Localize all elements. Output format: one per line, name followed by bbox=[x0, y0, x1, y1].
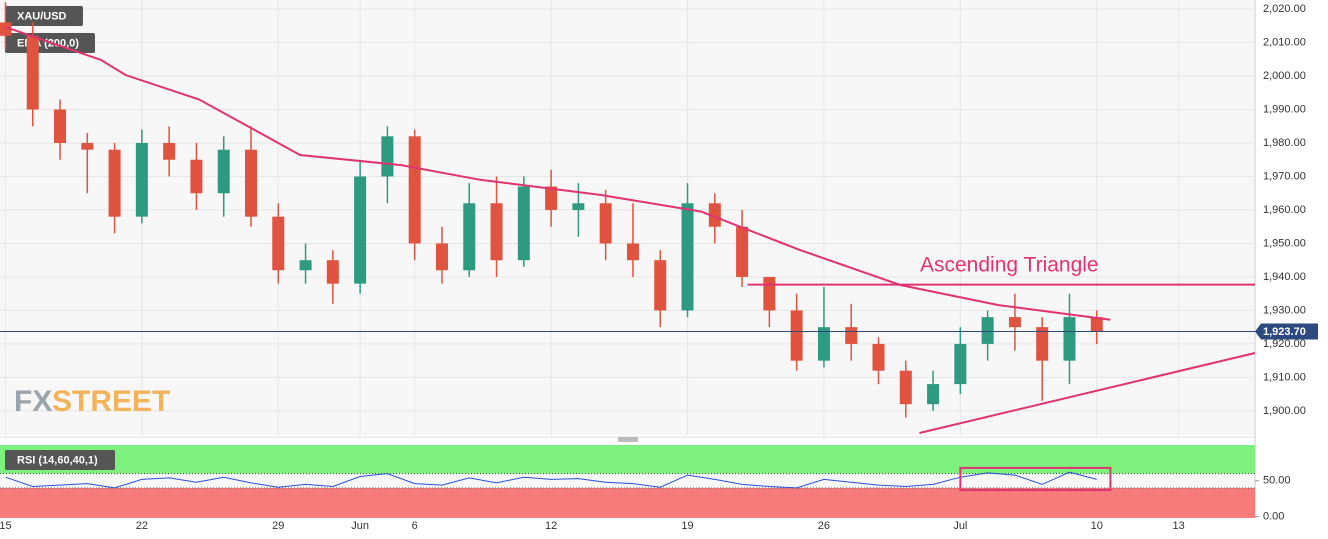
candle-body bbox=[408, 136, 421, 244]
candle-body bbox=[817, 327, 830, 361]
candle-body bbox=[790, 310, 803, 361]
candle-body bbox=[217, 149, 230, 194]
rsi-label: RSI (14,60,40,1) bbox=[17, 454, 98, 466]
symbol-badge[interactable] bbox=[5, 6, 83, 26]
x-tick-label: 12 bbox=[545, 520, 557, 532]
candle-body bbox=[763, 276, 776, 311]
candle-body bbox=[435, 243, 448, 271]
y-tick-label: 2,010.00 bbox=[1263, 36, 1306, 48]
y-tick-label: 1,900.00 bbox=[1263, 405, 1306, 417]
watermark-suffix: STREET bbox=[52, 385, 170, 418]
y-tick-label: 2,020.00 bbox=[1263, 3, 1306, 15]
y-tick-label: 1,910.00 bbox=[1263, 371, 1306, 383]
x-tick-label: 29 bbox=[272, 520, 284, 532]
x-tick-label: Jun bbox=[351, 520, 369, 532]
x-tick-label: 19 bbox=[681, 520, 693, 532]
candle-body bbox=[354, 176, 367, 284]
rsi-line bbox=[5, 471, 1097, 489]
candle-body bbox=[26, 35, 39, 110]
y-tick-label: 1,920.00 bbox=[1263, 338, 1306, 350]
candle-body bbox=[736, 226, 749, 277]
candle-body bbox=[708, 203, 721, 227]
candle-body bbox=[1063, 317, 1076, 361]
candle-body bbox=[545, 186, 558, 210]
candle-body bbox=[81, 142, 94, 150]
y-tick-label: 1,930.00 bbox=[1263, 304, 1306, 316]
rsi-tick-label: 0.00 bbox=[1263, 510, 1284, 522]
candle-body bbox=[299, 260, 312, 271]
candle-body bbox=[490, 203, 503, 261]
candle-body bbox=[108, 149, 121, 217]
candle-body bbox=[872, 343, 885, 371]
candle-body bbox=[245, 149, 257, 217]
candle-body bbox=[1090, 317, 1103, 332]
support-line bbox=[919, 352, 1256, 434]
rsi-badge[interactable] bbox=[5, 450, 115, 470]
candle-body bbox=[272, 216, 285, 271]
rsi-box bbox=[959, 466, 1112, 492]
candle-body bbox=[654, 260, 667, 311]
candle-body bbox=[681, 203, 694, 311]
candle-body bbox=[517, 186, 530, 261]
candle-body bbox=[927, 384, 940, 405]
y-tick-label: 1,940.00 bbox=[1263, 271, 1306, 283]
candle-body bbox=[163, 142, 176, 160]
annotation: Ascending Triangle bbox=[920, 254, 1099, 277]
candle-body bbox=[135, 142, 148, 217]
candle-body bbox=[1008, 317, 1021, 328]
y-tick-label: 2,000.00 bbox=[1263, 70, 1306, 82]
candle-body bbox=[326, 260, 339, 284]
candle-body bbox=[599, 203, 612, 244]
last-price-label: 1,923.70 bbox=[1263, 326, 1306, 338]
x-tick-label: 6 bbox=[412, 520, 418, 532]
candle-body bbox=[899, 370, 912, 405]
rsi-oversold-zone bbox=[0, 487, 1255, 518]
watermark-prefix: FX bbox=[14, 385, 52, 418]
candle-body bbox=[981, 317, 994, 344]
plot-bg bbox=[0, 0, 1255, 435]
x-tick-label: 26 bbox=[818, 520, 830, 532]
candle-body bbox=[381, 136, 394, 177]
symbol-label: XAU/USD bbox=[17, 10, 67, 22]
candle-body bbox=[190, 159, 203, 194]
rsi-tick-label: 50.00 bbox=[1263, 475, 1291, 487]
candle-body bbox=[1036, 327, 1049, 361]
y-tick-label: 1,960.00 bbox=[1263, 204, 1306, 216]
last-price-tag bbox=[1255, 323, 1318, 340]
ema-label: EMA (200,0) bbox=[17, 37, 79, 49]
x-tick-label: 22 bbox=[136, 520, 148, 532]
x-tick-label: Jul bbox=[953, 520, 967, 532]
separator-handle[interactable] bbox=[618, 437, 638, 442]
y-tick-label: 1,990.00 bbox=[1263, 103, 1306, 115]
candle-body bbox=[54, 109, 67, 143]
x-tick-label: 10 bbox=[1091, 520, 1103, 532]
candle-body bbox=[626, 243, 639, 261]
candle-body bbox=[572, 203, 585, 210]
x-tick-label: 13 bbox=[1172, 520, 1184, 532]
candle-body bbox=[845, 327, 858, 344]
candle-body bbox=[0, 22, 12, 36]
y-tick-label: 1,970.00 bbox=[1263, 170, 1306, 182]
rsi-overbought-zone bbox=[0, 445, 1255, 474]
candle-body bbox=[954, 343, 967, 385]
x-tick-label: 15 bbox=[0, 520, 12, 532]
candle-body bbox=[463, 203, 476, 271]
y-tick-label: 1,980.00 bbox=[1263, 137, 1306, 149]
y-tick-label: 1,950.00 bbox=[1263, 237, 1306, 249]
